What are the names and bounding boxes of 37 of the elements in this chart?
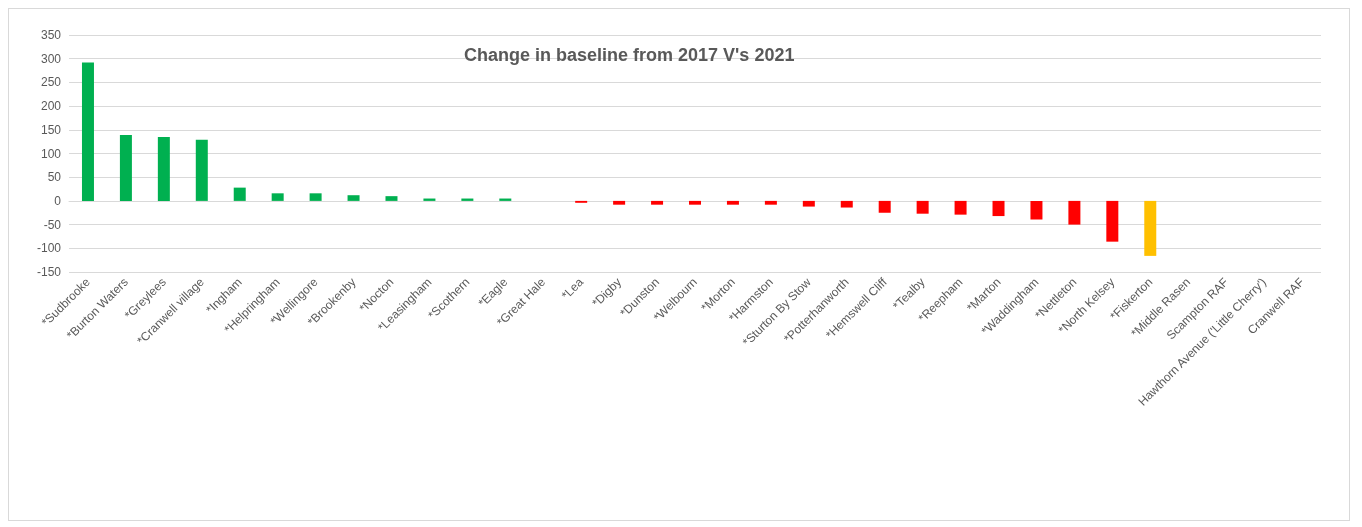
y-tick-label: 350 bbox=[40, 28, 62, 42]
bar bbox=[1030, 200, 1043, 220]
bar bbox=[840, 200, 853, 208]
bar bbox=[233, 187, 246, 201]
bar bbox=[726, 200, 739, 205]
bar bbox=[157, 136, 170, 201]
bar bbox=[309, 193, 322, 201]
bar bbox=[613, 200, 626, 205]
y-tick-label: -50 bbox=[43, 217, 62, 232]
y-tick-label: 250 bbox=[40, 75, 62, 90]
bar bbox=[992, 200, 1005, 217]
bar bbox=[385, 196, 398, 201]
bar bbox=[347, 195, 360, 201]
bar bbox=[764, 200, 777, 205]
bar bbox=[916, 200, 929, 214]
bar bbox=[1106, 200, 1119, 242]
y-tick-label: 50 bbox=[47, 170, 62, 185]
bar bbox=[651, 200, 664, 205]
y-tick-label: -150 bbox=[36, 265, 62, 279]
y-tick-label: 300 bbox=[40, 51, 62, 66]
bar bbox=[954, 200, 967, 215]
bar bbox=[689, 200, 701, 205]
text: Change in baseline from 2017 V's 2021 bbox=[464, 45, 795, 65]
bar bbox=[878, 200, 891, 213]
bar bbox=[81, 62, 94, 201]
y-tick-label: 150 bbox=[40, 122, 62, 137]
y-tick-label: 100 bbox=[40, 146, 62, 161]
bar bbox=[195, 139, 208, 201]
bar bbox=[1068, 200, 1081, 225]
bar bbox=[802, 200, 815, 207]
bar bbox=[119, 135, 132, 201]
y-tick-label: 0 bbox=[54, 193, 62, 208]
bar bbox=[1144, 200, 1157, 256]
y-tick-label: -100 bbox=[36, 241, 62, 256]
x-tick-label: *Lea bbox=[558, 274, 587, 303]
bar bbox=[271, 193, 284, 201]
y-tick-label: 200 bbox=[40, 99, 62, 114]
